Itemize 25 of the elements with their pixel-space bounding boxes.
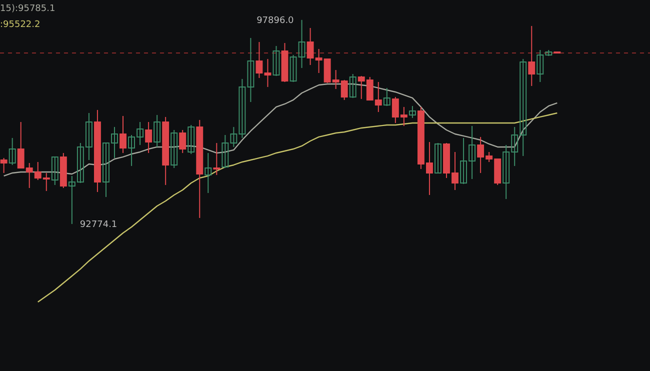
annotation: 15):95785.1: [0, 4, 56, 14]
candlestick: [154, 114, 161, 148]
candlestick: [383, 87, 390, 106]
annotation: :95522.2: [0, 20, 40, 30]
candlestick: [188, 124, 195, 154]
candlestick: [0, 157, 8, 174]
candlestick: [408, 105, 416, 118]
candlestick: [179, 130, 186, 154]
candlestick: [349, 73, 356, 98]
candlestick: [272, 45, 280, 76]
candlestick: [8, 137, 16, 166]
candlestick: [51, 156, 58, 186]
candlestick: [264, 58, 272, 88]
candlestick: [213, 142, 220, 176]
candlestick: [145, 121, 152, 154]
candlestick: [204, 152, 212, 194]
candlestick: [528, 25, 536, 86]
candlestick: [298, 19, 306, 68]
annotation: 97896.0: [256, 16, 294, 26]
candlestick: [290, 54, 297, 82]
candlestick: [256, 41, 263, 78]
candlestick: [170, 130, 178, 169]
annotation: 92774.1: [80, 220, 118, 230]
candlestick: [434, 142, 442, 174]
candlestick: [120, 115, 126, 154]
